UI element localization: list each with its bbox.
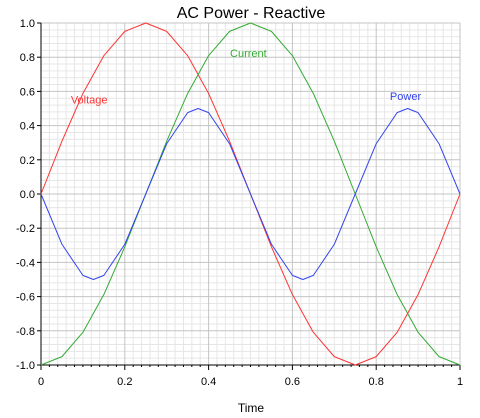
x-tick-label: 0.4 bbox=[201, 376, 216, 388]
y-tick-label: 0.2 bbox=[20, 155, 35, 167]
y-tick-label: 1.0 bbox=[20, 18, 35, 30]
y-tick-label: -1.0 bbox=[16, 360, 35, 372]
y-tick-label: -0.6 bbox=[16, 292, 35, 304]
x-tick-label: 0.8 bbox=[369, 376, 384, 388]
series-layer bbox=[40, 22, 461, 366]
x-tick-label: 1 bbox=[457, 376, 463, 388]
x-tick-label: 0 bbox=[38, 376, 44, 388]
series-label-power: Power bbox=[390, 91, 422, 103]
labels-layer: Voltage Current Power bbox=[71, 48, 422, 106]
y-tick-label: -0.2 bbox=[16, 223, 35, 235]
chart-title: AC Power - Reactive bbox=[177, 5, 326, 22]
x-axis-label: Time bbox=[238, 401, 265, 415]
y-tick-label: 0.4 bbox=[20, 121, 35, 133]
y-tick-label: -0.8 bbox=[16, 326, 35, 338]
x-tick-label: 0.6 bbox=[285, 376, 300, 388]
y-tick-label: 0.6 bbox=[20, 86, 35, 98]
series-label-current: Current bbox=[230, 48, 267, 60]
x-tick-label: 0.2 bbox=[117, 376, 132, 388]
grid-layer bbox=[40, 22, 461, 366]
series-line-current bbox=[40, 22, 461, 366]
series-label-voltage: Voltage bbox=[71, 94, 108, 106]
y-tick-label: -0.4 bbox=[16, 257, 35, 269]
axes-layer: 0 0.2 0.4 0.6 0.8 1 1.0 0.8 0.6 0.4 0.2 0.0 -0.2 -0.4… bbox=[16, 18, 463, 388]
y-tick-label: 0.8 bbox=[20, 52, 35, 64]
y-tick-label: 0.0 bbox=[20, 189, 35, 201]
series-line-power bbox=[40, 108, 461, 280]
